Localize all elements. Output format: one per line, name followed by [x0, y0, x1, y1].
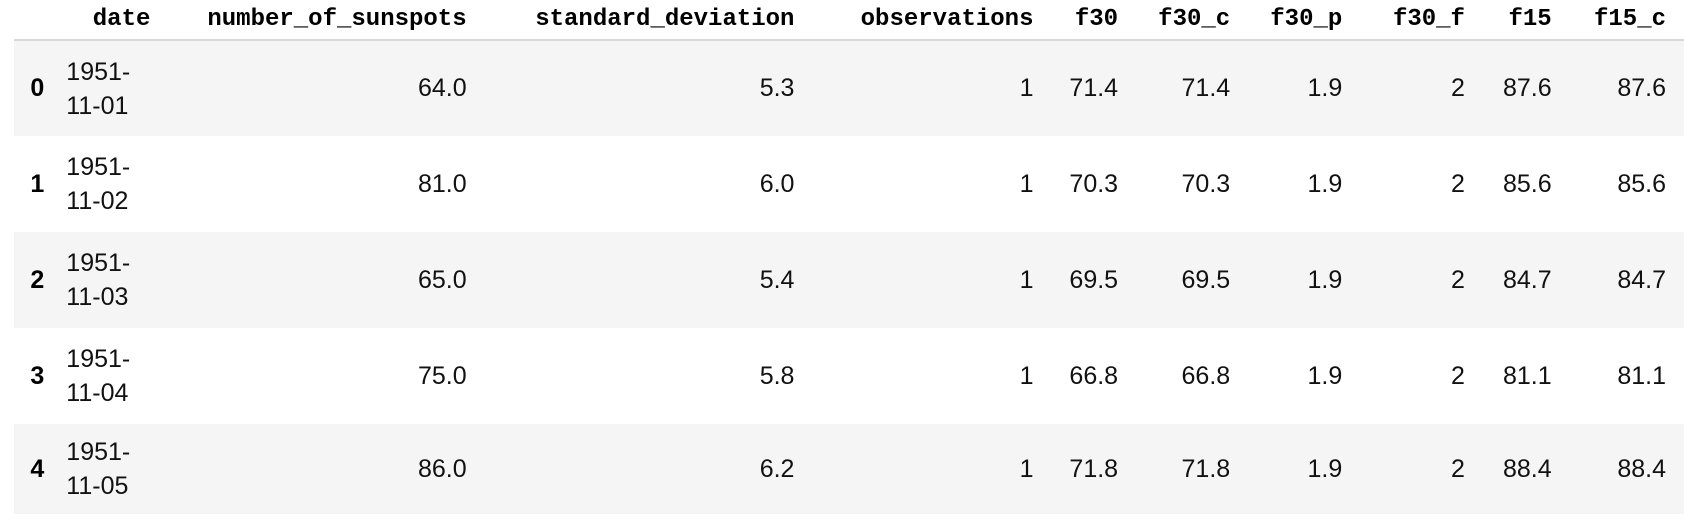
- row-index: 4: [30, 454, 45, 483]
- cell-number-of-sunspots: 81.0: [417, 169, 467, 198]
- cell-f30: 71.8: [1069, 454, 1119, 483]
- cell-f30: 70.3: [1069, 169, 1119, 198]
- index-header: [14, 0, 57, 41]
- table-row: 4 1951- 11-05 86.0 6.2 1 71.8 71.8 1.9 2…: [14, 424, 1684, 514]
- cell-f30-f: 2: [1451, 361, 1465, 390]
- cell-f15: 87.6: [1503, 74, 1552, 102]
- cell-f30-c: 71.4: [1181, 74, 1231, 102]
- cell-f15: 84.7: [1503, 265, 1552, 294]
- cell-standard-deviation: 5.8: [759, 361, 795, 390]
- header-row: date number_of_sunspots standard_deviati…: [14, 0, 1684, 41]
- column-header-f15-c: f15_c: [1569, 0, 1684, 41]
- cell-number-of-sunspots: 65.0: [417, 265, 467, 294]
- cell-date: 1951- 11-02: [66, 153, 131, 215]
- cell-date: 1951- 11-05: [66, 438, 131, 500]
- cell-f30-p: 1.9: [1307, 454, 1343, 483]
- cell-f15: 85.6: [1503, 169, 1552, 198]
- cell-f15-c: 85.6: [1617, 169, 1666, 198]
- row-index: 0: [30, 74, 45, 102]
- column-header-f15: f15: [1482, 0, 1570, 41]
- row-index: 3: [30, 361, 45, 390]
- cell-f30-p: 1.9: [1307, 74, 1343, 102]
- column-header-f30: f30: [1051, 0, 1137, 41]
- cell-observations: 1: [1019, 361, 1034, 390]
- cell-standard-deviation: 5.3: [759, 74, 795, 102]
- cell-date: 1951- 11-04: [66, 345, 131, 407]
- column-header-observations: observations: [812, 0, 1052, 41]
- table-row: 3 1951- 11-04 75.0 5.8 1 66.8 66.8 1.9 2…: [14, 328, 1684, 424]
- cell-observations: 1: [1019, 265, 1034, 294]
- cell-f30-c: 70.3: [1181, 169, 1231, 198]
- cell-f30: 69.5: [1069, 265, 1119, 294]
- cell-f30-f: 2: [1451, 169, 1465, 198]
- row-index: 1: [30, 169, 45, 198]
- cell-f15-c: 87.6: [1617, 74, 1666, 102]
- cell-f30-c: 69.5: [1181, 265, 1231, 294]
- cell-observations: 1: [1019, 454, 1034, 483]
- cell-f30-c: 66.8: [1181, 361, 1231, 390]
- cell-f30: 66.8: [1069, 361, 1119, 390]
- column-header-date: date: [56, 0, 169, 41]
- cell-standard-deviation: 5.4: [759, 265, 795, 294]
- cell-f30-p: 1.9: [1307, 169, 1343, 198]
- table-row: 0 1951- 11-01 64.0 5.3 1 71.4 71.4 1.9 2…: [14, 40, 1684, 136]
- column-header-number-of-sunspots: number_of_sunspots: [168, 0, 485, 41]
- cell-number-of-sunspots: 75.0: [417, 361, 467, 390]
- cell-f15: 81.1: [1503, 361, 1552, 390]
- cell-f30: 71.4: [1069, 74, 1119, 102]
- cell-f30-f: 2: [1451, 74, 1465, 102]
- column-header-f30-p: f30_p: [1248, 0, 1361, 41]
- dataframe-table: date number_of_sunspots standard_deviati…: [14, 0, 1684, 514]
- cell-standard-deviation: 6.0: [759, 169, 795, 198]
- cell-f30-p: 1.9: [1307, 361, 1343, 390]
- cell-standard-deviation: 6.2: [759, 454, 795, 483]
- cell-f30-c: 71.8: [1181, 454, 1231, 483]
- cell-date: 1951- 11-01: [66, 57, 131, 120]
- column-header-f30-f: f30_f: [1360, 0, 1483, 41]
- column-header-f30-c: f30_c: [1136, 0, 1249, 41]
- cell-f15-c: 84.7: [1617, 265, 1666, 294]
- cell-observations: 1: [1019, 169, 1034, 198]
- cell-number-of-sunspots: 64.0: [417, 74, 467, 102]
- cell-date: 1951- 11-03: [66, 249, 131, 311]
- cell-number-of-sunspots: 86.0: [417, 454, 467, 483]
- cell-f15-c: 88.4: [1617, 454, 1666, 483]
- column-header-standard-deviation: standard_deviation: [484, 0, 813, 41]
- row-index: 2: [30, 265, 45, 294]
- cell-f15: 88.4: [1503, 454, 1552, 483]
- cell-f15-c: 81.1: [1617, 361, 1666, 390]
- table-row: 2 1951- 11-03 65.0 5.4 1 69.5 69.5 1.9 2…: [14, 232, 1684, 328]
- cell-f30-f: 2: [1451, 454, 1465, 483]
- cell-f30-f: 2: [1451, 265, 1465, 294]
- cell-observations: 1: [1019, 74, 1034, 102]
- table-row: 1 1951- 11-02 81.0 6.0 1 70.3 70.3 1.9 2…: [14, 136, 1684, 232]
- cell-f30-p: 1.9: [1307, 265, 1343, 294]
